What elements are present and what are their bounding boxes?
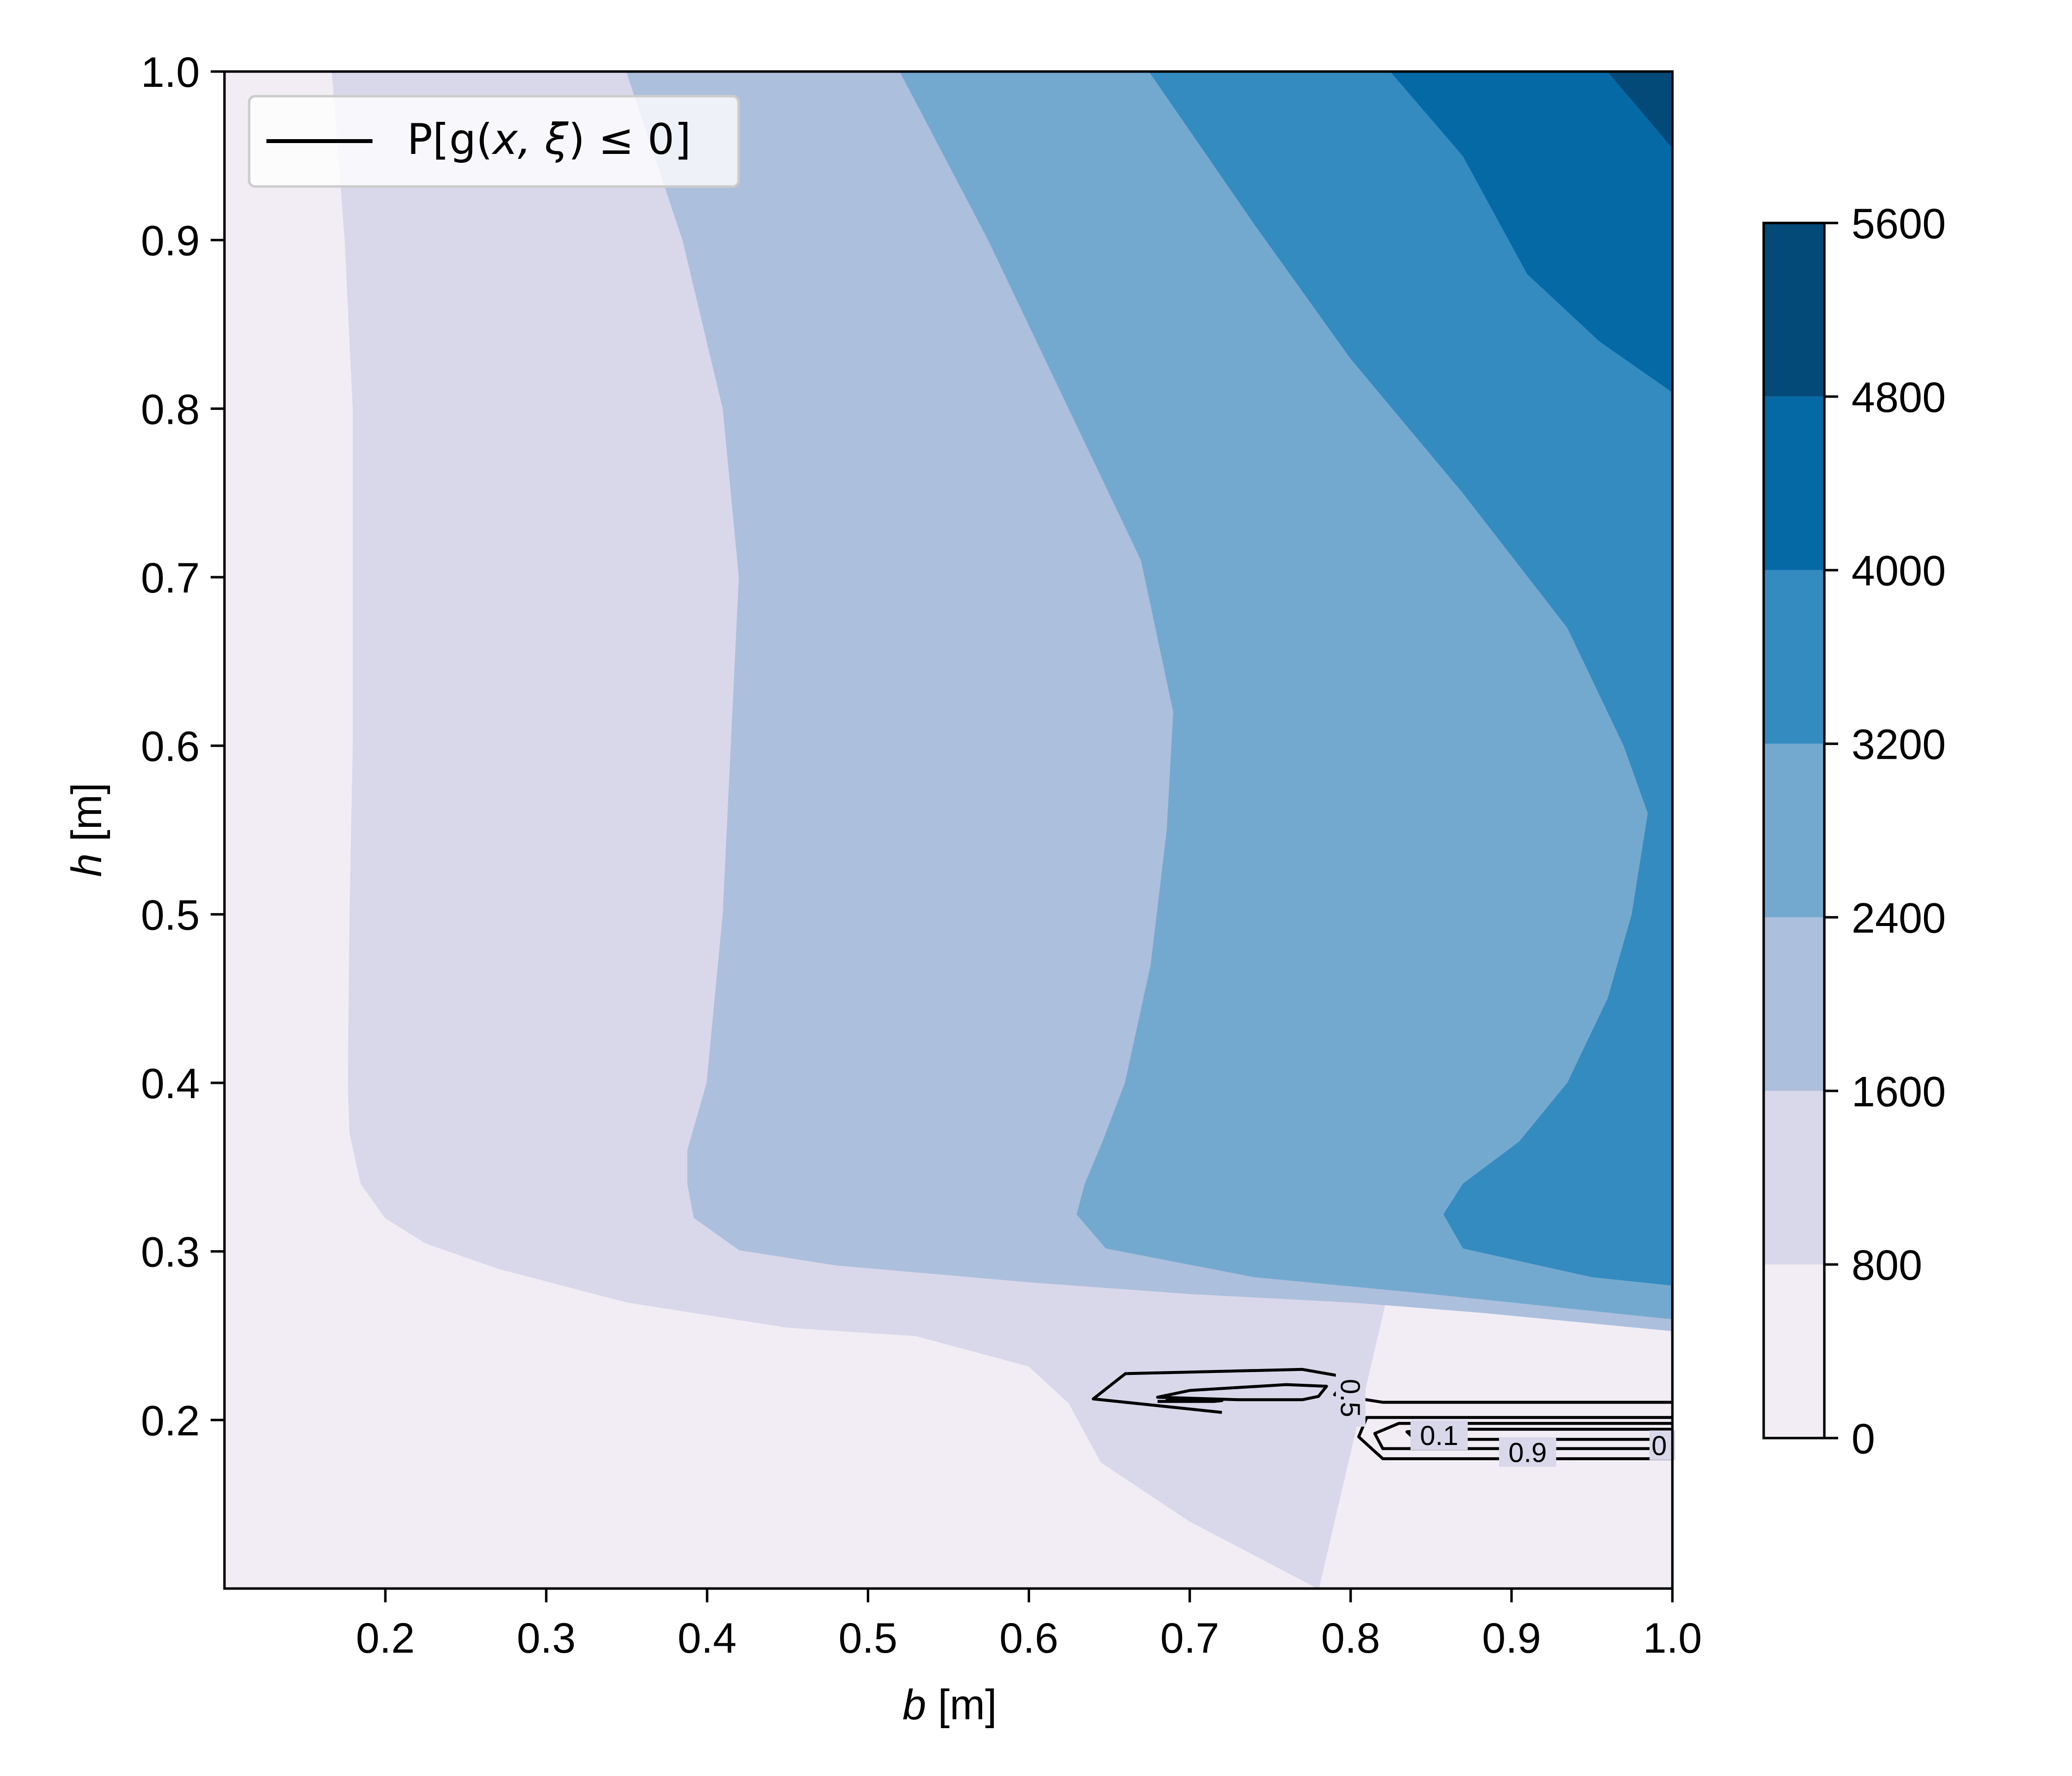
contour-label-2: 0.9 <box>1509 1437 1547 1468</box>
contour-label-1: 0.1 <box>1420 1420 1458 1451</box>
x-tick-label: 0.7 <box>1160 1615 1220 1662</box>
legend-g: g <box>449 115 476 164</box>
y-tick-label: 0.8 <box>141 386 200 433</box>
contour-band-4000 <box>1390 72 1672 393</box>
colorbar-tick-label: 5600 <box>1851 200 1946 248</box>
y-tick-label: 1.0 <box>141 49 200 96</box>
legend-relation: ≤ 0 <box>598 115 674 164</box>
colorbar-tick-label: 1600 <box>1851 1068 1946 1115</box>
colorbar-tick-label: 3200 <box>1851 721 1946 769</box>
x-axis-unit: [m] <box>938 1681 997 1729</box>
colorbar-segments <box>1764 223 1824 1438</box>
contour-label-0: 0.5 <box>1335 1379 1366 1417</box>
x-tick-label: 0.6 <box>999 1615 1059 1662</box>
colorbar-segment-2400 <box>1764 743 1824 918</box>
y-tick-label: 0.7 <box>141 555 200 602</box>
colorbar-tick-label: 4000 <box>1851 548 1946 595</box>
x-tick-label: 0.5 <box>839 1615 898 1662</box>
y-axis-label: h [m] <box>63 782 111 877</box>
colorbar-tick-label: 0 <box>1851 1415 1875 1463</box>
contour-label-3: 0 <box>1652 1430 1667 1461</box>
legend: P[g(x, ξ) ≤ 0] <box>248 95 740 188</box>
contour-labels: 0.5 0.1 0.9 0 <box>1335 1369 1675 1468</box>
contour-band-3200 <box>1148 72 1672 1286</box>
legend-p: P <box>407 115 433 164</box>
legend-args: x, ξ <box>491 115 569 164</box>
x-axis-label: b [m] <box>902 1681 997 1729</box>
x-tick-label: 0.4 <box>678 1615 737 1662</box>
x-tick-label: 1.0 <box>1643 1615 1702 1662</box>
y-tick-label: 0.2 <box>141 1397 200 1444</box>
plot-area <box>224 72 1672 1589</box>
y-tick-label: 0.6 <box>141 723 200 771</box>
failure-probability-contours <box>1092 1368 1672 1460</box>
contour-label-bg-2 <box>1499 1437 1556 1467</box>
y-axis-unit: [m] <box>63 782 111 841</box>
colorbar-tick-label: 2400 <box>1851 894 1946 942</box>
legend-box <box>248 95 740 188</box>
colorbar-segment-4000 <box>1764 396 1824 570</box>
contour-label-bg-3 <box>1649 1430 1675 1460</box>
colorbar-segment-800 <box>1764 1091 1824 1265</box>
x-tick-label: 0.9 <box>1482 1615 1541 1662</box>
contour-label-bg-0 <box>1335 1369 1366 1427</box>
x-axis-variable: b <box>902 1681 926 1729</box>
failure-contour-1 <box>1156 1383 1328 1402</box>
y-tick-label: 0.3 <box>141 1229 200 1276</box>
colorbar-segment-0 <box>1764 1264 1824 1438</box>
colorbar-tick-label: 4800 <box>1851 374 1946 421</box>
y-tick-label: 0.4 <box>141 1060 200 1108</box>
colorbar-segment-1600 <box>1764 917 1824 1091</box>
y-tick-label: 0.9 <box>141 218 200 265</box>
y-tick-label: 0.5 <box>141 891 200 939</box>
x-tick-label: 0.8 <box>1321 1615 1380 1662</box>
failure-contour-5 <box>1157 1399 1223 1403</box>
x-tick-label: 0.3 <box>517 1615 576 1662</box>
colorbar: 0 800 1600 2400 3200 4000 4800 5600 <box>1762 200 1946 1463</box>
y-axis-ticks: 0.2 0.3 0.4 0.5 0.6 0.7 0.8 0.9 1.0 <box>141 49 224 1444</box>
colorbar-ticks: 0 800 1600 2400 3200 4000 4800 5600 <box>1824 200 1946 1463</box>
x-tick-label: 0.2 <box>356 1615 415 1662</box>
colorbar-frame <box>1762 222 1826 1440</box>
legend-entry-failure-probability: P[g(x, ξ) ≤ 0] <box>407 115 691 164</box>
contour-bands <box>332 72 1672 1589</box>
failure-contour-3 <box>1373 1422 1672 1450</box>
colorbar-segment-3200 <box>1764 570 1824 744</box>
failure-contour-2 <box>1357 1416 1672 1460</box>
y-axis-variable: h <box>63 853 111 877</box>
contour-band-4800 <box>1607 72 1672 148</box>
colorbar-segment-4800 <box>1764 223 1824 397</box>
x-axis-ticks: 0.2 0.3 0.4 0.5 0.6 0.7 0.8 0.9 1.0 <box>356 1589 1702 1662</box>
failure-contour-0 <box>1092 1368 1672 1414</box>
plot-frame <box>223 70 1674 1590</box>
contour-label-bg-1 <box>1410 1420 1468 1450</box>
colorbar-tick-label: 800 <box>1851 1242 1923 1289</box>
